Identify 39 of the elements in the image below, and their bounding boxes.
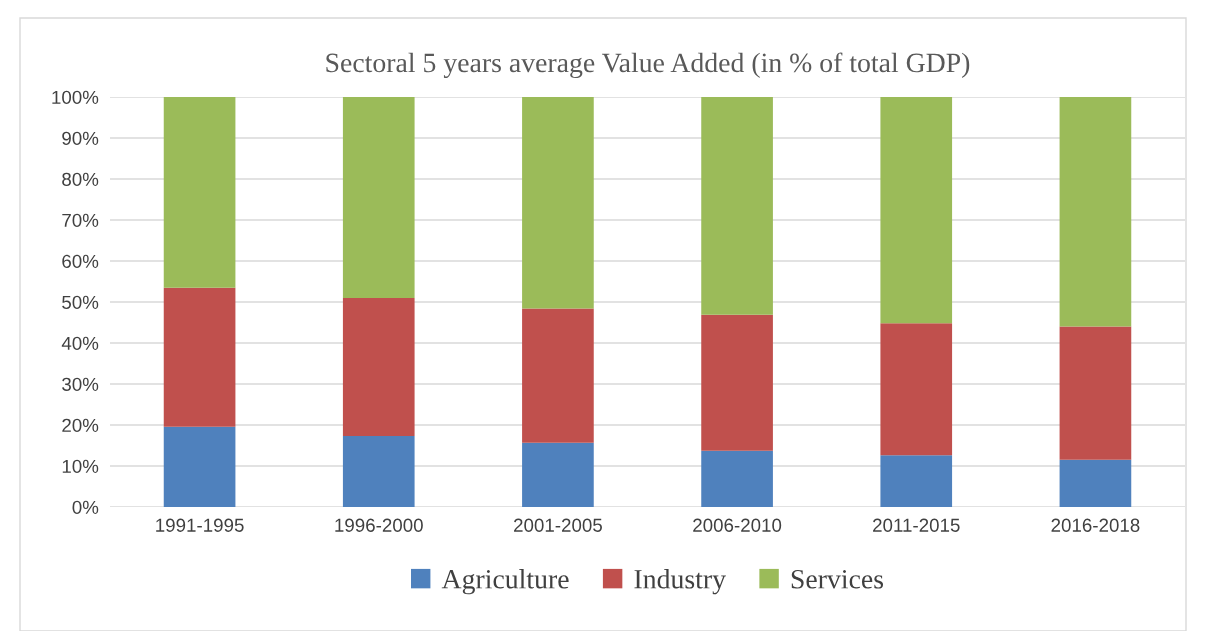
bar (880, 323, 953, 456)
x-tick-label: 2016-2018 (1051, 518, 1140, 532)
bar (1059, 326, 1132, 460)
y-tick-label: 70% (62, 213, 99, 227)
bar (1059, 97, 1132, 327)
bar (522, 308, 594, 443)
y-tick-label: 60% (62, 254, 99, 268)
bar (880, 455, 953, 507)
y-tick-label: 40% (61, 336, 99, 350)
legend-label: Industry (634, 569, 726, 595)
chart-title: Sectoral 5 years average Value Added (in % of total GDP) (326, 52, 970, 78)
y-tick-label: 30% (62, 377, 99, 391)
y-tick-label: 100% (52, 90, 99, 104)
bar (163, 97, 236, 288)
y-tick-label: 0% (72, 500, 99, 514)
bar (701, 450, 773, 507)
x-tick-label: 1991-1995 (156, 518, 244, 532)
y-tick-label: 20% (62, 418, 99, 432)
bar (342, 297, 415, 437)
legend-label: Services (791, 569, 884, 589)
x-tick-label: 2011-2015 (873, 518, 960, 532)
bar (163, 287, 236, 427)
y-tick-label: 90% (62, 131, 99, 145)
x-tick-label: 2006-2010 (693, 518, 782, 532)
bar (1059, 459, 1132, 507)
bar (522, 97, 594, 309)
x-tick-label: 2001-2005 (514, 518, 602, 532)
bar (342, 97, 415, 298)
y-tick-label: 10% (62, 459, 99, 473)
bar (701, 314, 773, 451)
bar (342, 436, 415, 507)
legend-label: Agriculture (441, 569, 569, 595)
bar (701, 97, 773, 315)
x-tick-label: 1996-2000 (335, 518, 423, 532)
bar (880, 97, 953, 324)
bar (522, 442, 594, 507)
bar (163, 426, 236, 507)
y-tick-label: 50% (62, 295, 99, 309)
y-tick-label: 80% (62, 172, 99, 186)
